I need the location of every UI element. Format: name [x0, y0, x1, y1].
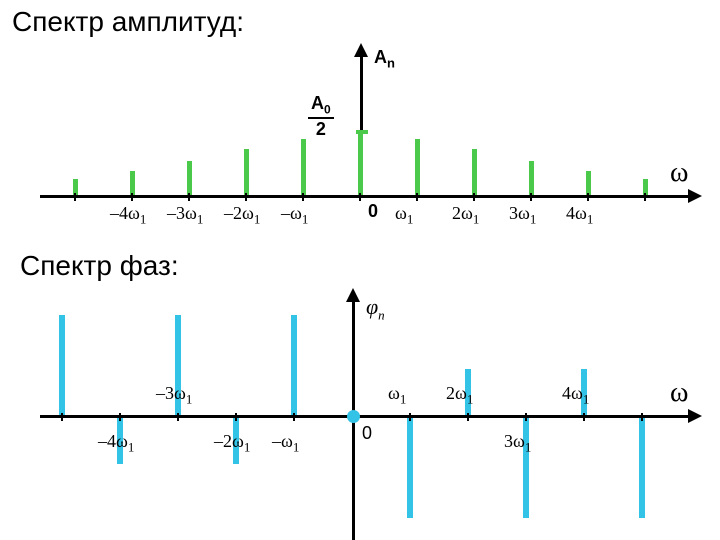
phase-tick — [177, 413, 179, 421]
amplitude-spike — [529, 161, 534, 195]
phase-tick-label: –4ω1 — [98, 431, 134, 456]
amplitude-x-label: ω — [670, 157, 688, 189]
phase-title: Спектр фаз: — [20, 250, 179, 282]
phase-tick-label: 2ω1 — [446, 383, 473, 408]
phase-origin-dot — [347, 410, 360, 423]
phase-origin-label: 0 — [362, 423, 372, 444]
amplitude-tick-label: 2ω1 — [452, 203, 479, 228]
amplitude-spike — [130, 171, 135, 195]
phase-tick-label: –3ω1 — [156, 383, 192, 408]
amplitude-tick-label: ω1 — [395, 203, 413, 228]
amplitude-tick-label: –3ω1 — [167, 203, 203, 228]
amplitude-spike — [358, 133, 363, 195]
phase-tick — [409, 413, 411, 421]
phase-y-label: φn — [366, 294, 385, 323]
amplitude-tick-label: –4ω1 — [110, 203, 146, 228]
phase-tick — [641, 413, 643, 421]
phase-x-axis — [40, 415, 690, 418]
amplitude-spike — [415, 139, 420, 195]
amplitude-tick — [587, 193, 589, 201]
phase-tick-label: ω1 — [388, 383, 406, 408]
amplitude-spike — [301, 139, 306, 195]
amplitude-spike — [586, 171, 591, 195]
phase-spike — [59, 315, 65, 415]
amplitude-y-label: An — [374, 47, 395, 71]
phase-x-label: ω — [670, 377, 688, 409]
amplitude-x-axis — [40, 195, 690, 198]
phase-tick — [119, 413, 121, 421]
phase-tick — [467, 413, 469, 421]
phase-tick-label: –2ω1 — [214, 431, 250, 456]
amplitude-spike — [187, 161, 192, 195]
amplitude-tick — [131, 193, 133, 201]
phase-spike — [291, 315, 297, 415]
phase-x-arrow — [688, 409, 702, 423]
a0-over-2-label: A02 — [308, 93, 334, 140]
phase-spike — [407, 418, 413, 518]
phase-tick — [61, 413, 63, 421]
amplitude-tick — [644, 193, 646, 201]
phase-tick-label: 4ω1 — [562, 383, 589, 408]
amplitude-tick-label: –2ω1 — [224, 203, 260, 228]
amplitude-x-arrow — [688, 189, 702, 203]
amplitude-tick — [74, 193, 76, 201]
phase-tick — [583, 413, 585, 421]
amplitude-y-arrow — [354, 43, 368, 57]
phase-tick-label: –ω1 — [272, 431, 299, 456]
amplitude-spike — [244, 149, 249, 195]
phase-tick — [525, 413, 527, 421]
phase-y-arrow — [346, 288, 360, 302]
amplitude-tick — [245, 193, 247, 201]
amplitude-origin-label: 0 — [368, 201, 378, 222]
amplitude-title: Спектр амплитуд: — [12, 6, 244, 38]
amplitude-tick-label: 4ω1 — [566, 203, 593, 228]
amplitude-tick — [416, 193, 418, 201]
amplitude-tick — [359, 193, 361, 201]
amplitude-tick — [530, 193, 532, 201]
phase-spike — [639, 418, 645, 518]
amplitude-tick-label: –ω1 — [281, 203, 308, 228]
amplitude-tick — [188, 193, 190, 201]
amplitude-tick — [473, 193, 475, 201]
phase-tick-label: 3ω1 — [504, 431, 531, 456]
amplitude-tick — [302, 193, 304, 201]
amplitude-tick-label: 3ω1 — [509, 203, 536, 228]
phase-tick — [293, 413, 295, 421]
amplitude-spike — [472, 149, 477, 195]
phase-tick — [235, 413, 237, 421]
